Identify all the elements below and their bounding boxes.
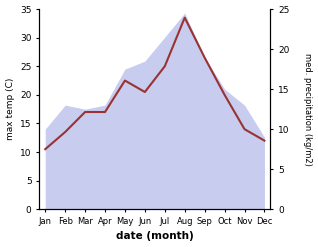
Y-axis label: max temp (C): max temp (C): [5, 78, 15, 140]
Y-axis label: med. precipitation (kg/m2): med. precipitation (kg/m2): [303, 53, 313, 165]
X-axis label: date (month): date (month): [116, 231, 194, 242]
